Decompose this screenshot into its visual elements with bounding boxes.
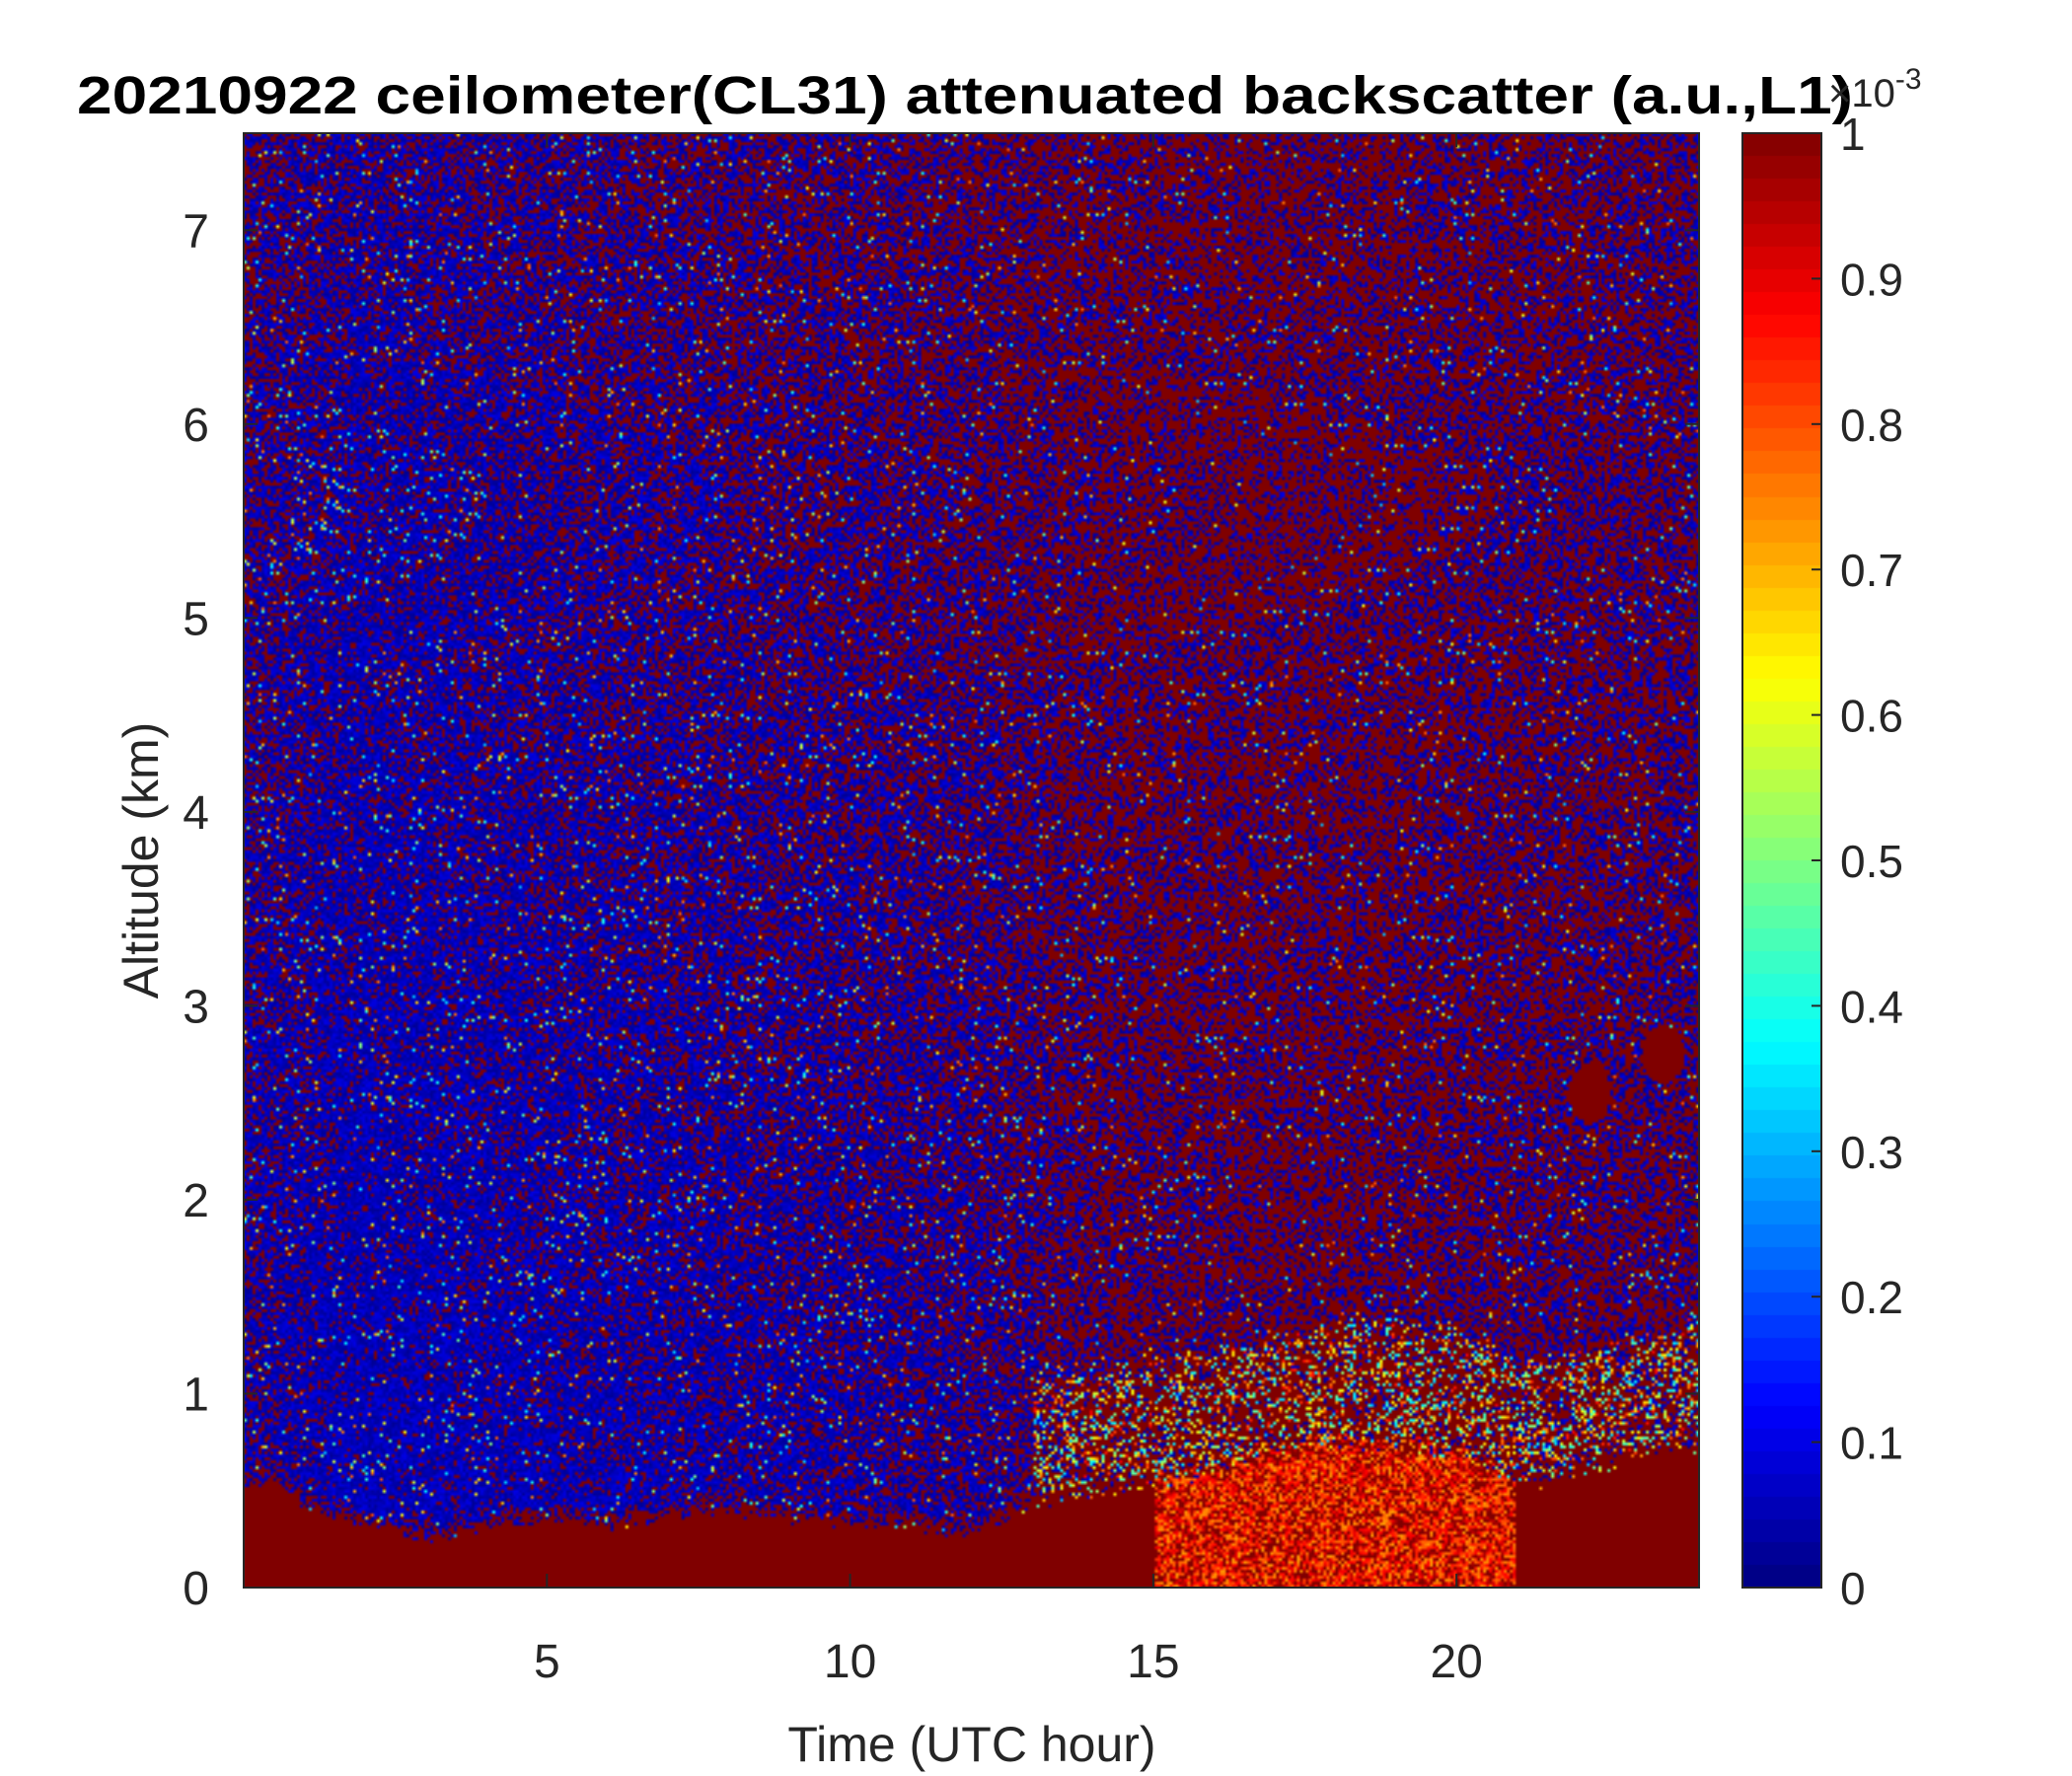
colorbar-axis: 0 0.1 0.2 0.3 0.4 0.5 0.6 0.7 0.8 0.9 1 (1812, 109, 1903, 1614)
x-tick-label: 10 (824, 1636, 876, 1688)
x-tick-label: 20 (1430, 1636, 1482, 1688)
colorbar-tick-label: 0.1 (1840, 1418, 1903, 1469)
colorbar-tick-label: 0.7 (1840, 545, 1903, 596)
heatmap-image (244, 133, 1699, 1588)
y-axis: 0 1 2 3 4 5 6 7 (183, 205, 1699, 1615)
colorbar-tick-label: 1 (1840, 109, 1866, 160)
colorbar-frame (1741, 132, 1822, 1589)
y-tick-label: 1 (183, 1369, 209, 1421)
x-axis: 5 10 15 20 (534, 133, 1483, 1688)
colorbar-tick-label: 0.9 (1840, 254, 1903, 305)
chart-title: 20210922 ceilometer(CL31) attenuated bac… (77, 66, 1853, 125)
y-tick-label: 6 (183, 400, 209, 452)
colorbar-tick-label: 0.2 (1840, 1272, 1903, 1323)
colorbar-tick-label: 0.8 (1840, 400, 1903, 451)
colorbar-tick-label: 0.3 (1840, 1127, 1903, 1178)
y-tick-label: 4 (183, 787, 209, 840)
y-axis-label: Altitude (km) (113, 722, 169, 999)
y-tick-label: 3 (183, 981, 209, 1033)
y-tick-label: 5 (183, 593, 209, 645)
y-tick-label: 7 (183, 205, 209, 258)
colorbar-multiplier: ×10 (1828, 72, 1895, 115)
colorbar-exponent-value: -3 (1895, 63, 1922, 96)
colorbar-tick-label: 0 (1840, 1563, 1866, 1614)
plot-frame (243, 132, 1700, 1589)
colorbar-image (1742, 133, 1821, 1588)
colorbar-tick-label: 0.5 (1840, 836, 1903, 887)
y-tick-label: 2 (183, 1175, 209, 1227)
colorbar-tick-label: 0.4 (1840, 981, 1903, 1032)
x-tick-label: 15 (1127, 1636, 1179, 1688)
x-tick-label: 5 (534, 1636, 560, 1688)
y-tick-label: 0 (183, 1563, 209, 1615)
colorbar-exponent: ×10-3 (1828, 63, 1922, 115)
colorbar-tick-label: 0.6 (1840, 691, 1903, 742)
x-axis-label: Time (UTC hour) (787, 1717, 1155, 1772)
